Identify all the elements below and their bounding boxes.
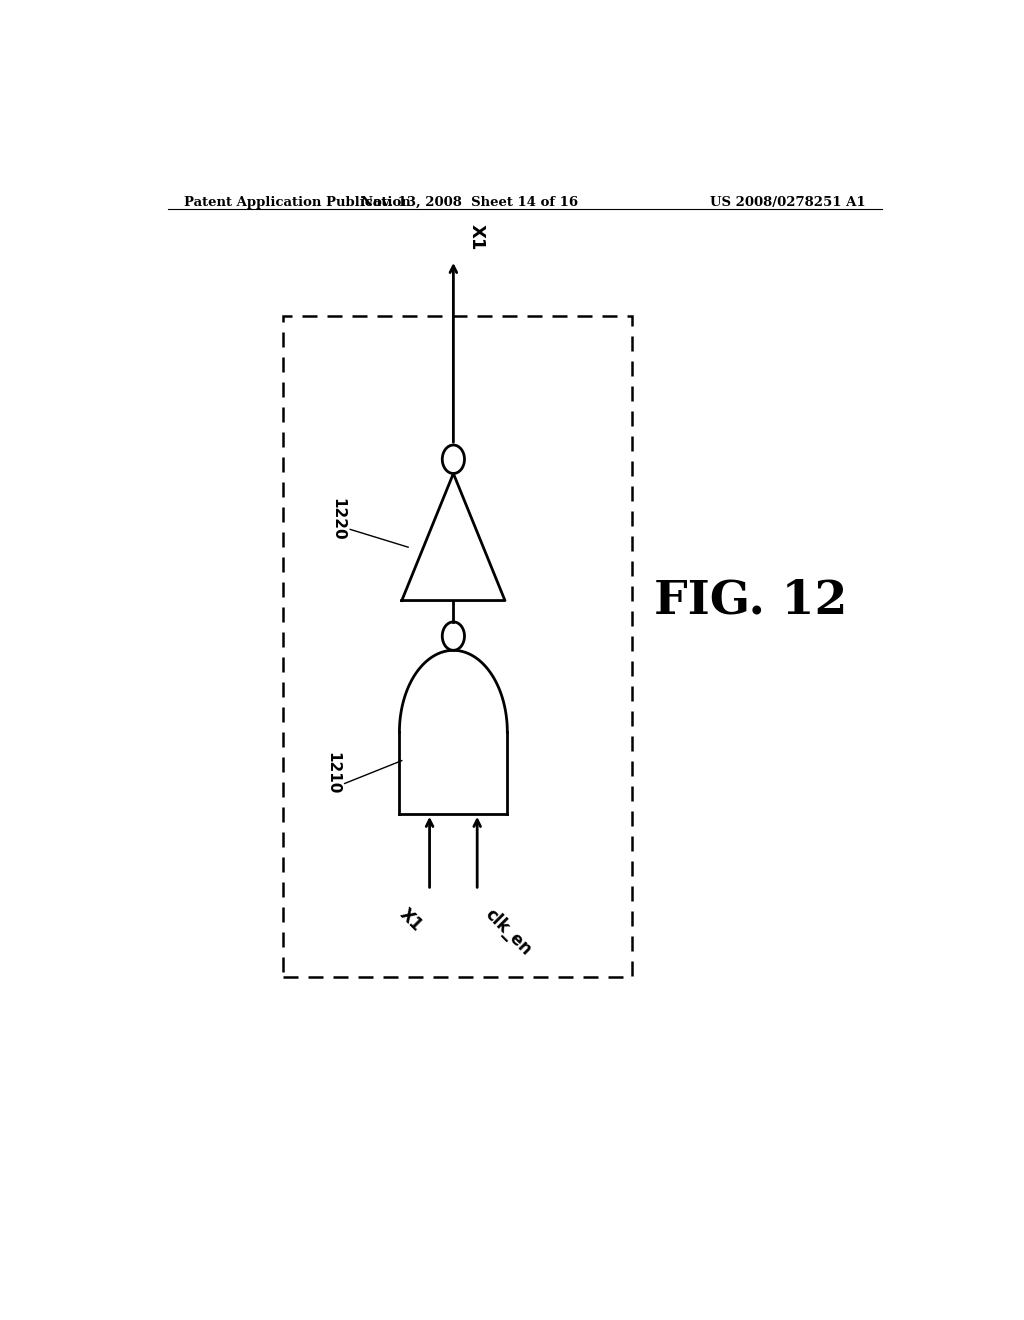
Text: 1220: 1220 [331,498,346,540]
Text: US 2008/0278251 A1: US 2008/0278251 A1 [711,195,866,209]
Text: clk_en: clk_en [481,906,535,960]
Text: FIG. 12: FIG. 12 [654,578,848,623]
Text: 1210: 1210 [326,752,340,795]
Text: Patent Application Publication: Patent Application Publication [183,195,411,209]
Text: X1: X1 [468,223,485,249]
Text: X1: X1 [395,906,426,936]
Text: Nov. 13, 2008  Sheet 14 of 16: Nov. 13, 2008 Sheet 14 of 16 [360,195,578,209]
Bar [283,315,632,977]
